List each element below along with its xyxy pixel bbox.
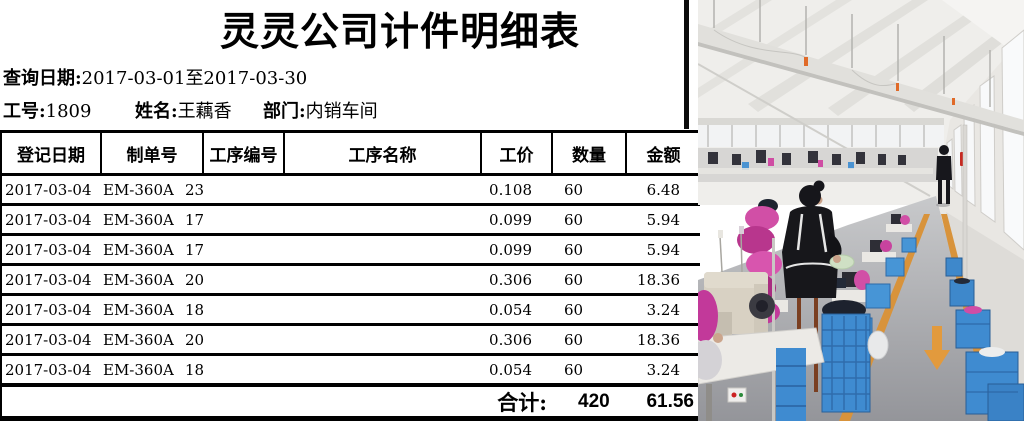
query-date-line: 查询日期:2017-03-01至2017-03-30 bbox=[3, 64, 307, 90]
table-row: 2017-03-04 EM-360A 20 0.306 60 18.36 bbox=[2, 266, 700, 296]
cell-price: 0.099 bbox=[489, 240, 532, 259]
cell-date: 2017-03-04 bbox=[5, 330, 92, 349]
table-row: 2017-03-04 EM-360A 17 0.099 60 5.94 bbox=[2, 206, 700, 236]
worker-dept: 部门:内销车间 bbox=[263, 97, 378, 123]
query-date-label: 查询日期: bbox=[3, 68, 82, 89]
scan-edge-artifact bbox=[684, 0, 689, 129]
cell-amount: 18.36 bbox=[637, 270, 680, 289]
total-amount: 61.56 bbox=[646, 390, 694, 412]
table-row: 2017-03-04 EM-360A 18 0.054 60 3.24 bbox=[2, 356, 700, 383]
cell-date: 2017-03-04 bbox=[5, 240, 92, 259]
cell-date: 2017-03-04 bbox=[5, 210, 92, 229]
cell-process_no: 17 bbox=[185, 210, 205, 229]
query-date-value: 2017-03-01至2017-03-30 bbox=[81, 68, 308, 89]
cell-order_no: EM-360A bbox=[103, 330, 174, 349]
cell-date: 2017-03-04 bbox=[5, 300, 92, 319]
cell-price: 0.306 bbox=[489, 270, 532, 289]
cell-order_no: EM-360A bbox=[103, 240, 174, 259]
cell-order_no: EM-360A bbox=[103, 210, 174, 229]
cell-order_no: EM-360A bbox=[103, 180, 174, 199]
cell-amount: 3.24 bbox=[646, 360, 680, 379]
worker-dept-value: 内销车间 bbox=[305, 101, 378, 122]
cell-date: 2017-03-04 bbox=[5, 270, 92, 289]
cell-qty: 60 bbox=[564, 300, 584, 319]
left-edge-worker bbox=[698, 290, 723, 380]
cell-amount: 5.94 bbox=[646, 240, 680, 259]
seated-worker bbox=[782, 180, 855, 298]
photo-hanging-rail bbox=[698, 0, 1024, 197]
col-header-process-name: 工序名称 bbox=[285, 133, 482, 173]
cell-process_no: 17 bbox=[185, 240, 205, 259]
table-header-row: 登记日期 制单号 工序编号 工序名称 工价 数量 金额 bbox=[2, 133, 700, 176]
cell-price: 0.054 bbox=[489, 300, 532, 319]
total-label: 合计: bbox=[497, 389, 547, 415]
lattice-crate bbox=[821, 300, 889, 413]
col-header-date: 登记日期 bbox=[2, 133, 102, 173]
cell-process_no: 20 bbox=[185, 270, 205, 289]
cell-qty: 60 bbox=[564, 360, 584, 379]
cell-date: 2017-03-04 bbox=[5, 180, 92, 199]
cell-order_no: EM-360A bbox=[103, 300, 174, 319]
worker-info-line: 工号:1809 姓名:王藕香 部门:内销车间 bbox=[0, 97, 700, 123]
worker-id-value: 1809 bbox=[45, 101, 92, 122]
cell-order_no: EM-360A bbox=[103, 270, 174, 289]
floor-arrow bbox=[924, 326, 950, 370]
cell-qty: 60 bbox=[564, 330, 584, 349]
table-row: 2017-03-04 EM-360A 18 0.054 60 3.24 bbox=[2, 296, 700, 326]
cell-price: 0.054 bbox=[489, 360, 532, 379]
cell-amount: 6.48 bbox=[646, 180, 680, 199]
cell-qty: 60 bbox=[564, 270, 584, 289]
table-row: 2017-03-04 EM-360A 23 0.108 60 6.48 bbox=[2, 176, 700, 206]
cell-amount: 3.24 bbox=[646, 300, 680, 319]
worker-name-value: 王藕香 bbox=[177, 101, 232, 122]
factory-photo bbox=[698, 0, 1024, 421]
photo-right-crates bbox=[945, 257, 1024, 421]
cell-process_no: 23 bbox=[185, 180, 205, 199]
cell-qty: 60 bbox=[564, 240, 584, 259]
piecework-table: 登记日期 制单号 工序编号 工序名称 工价 数量 金额 2017-03-04 EM… bbox=[0, 130, 700, 421]
table-row: 2017-03-04 EM-360A 17 0.099 60 5.94 bbox=[2, 236, 700, 266]
table-body: 2017-03-04 EM-360A 23 0.108 60 6.48 2017-03-04… bbox=[2, 176, 700, 383]
foreground-sewing-machine bbox=[698, 226, 825, 421]
col-header-price: 工价 bbox=[482, 133, 553, 173]
worker-name: 姓名:王藕香 bbox=[135, 97, 232, 123]
report-title: 灵灵公司计件明细表 bbox=[219, 9, 580, 55]
cell-amount: 5.94 bbox=[646, 210, 680, 229]
cell-process_no: 18 bbox=[185, 300, 205, 319]
cell-qty: 60 bbox=[564, 180, 584, 199]
table-total-row: 合计: 420 61.56 bbox=[2, 383, 700, 421]
col-header-qty: 数量 bbox=[553, 133, 627, 173]
cell-amount: 18.36 bbox=[637, 330, 680, 349]
cell-order_no: EM-360A bbox=[103, 360, 174, 379]
piecework-report: 灵灵公司计件明细表 查询日期:2017-03-01至2017-03-30 工号:… bbox=[0, 9, 700, 421]
table-row: 2017-03-04 EM-360A 20 0.306 60 18.36 bbox=[2, 326, 700, 356]
cell-price: 0.108 bbox=[489, 180, 532, 199]
col-header-order-no: 制单号 bbox=[102, 133, 204, 173]
cell-date: 2017-03-04 bbox=[5, 360, 92, 379]
cell-price: 0.306 bbox=[489, 330, 532, 349]
worker-name-label: 姓名: bbox=[135, 101, 178, 122]
cell-qty: 60 bbox=[564, 210, 584, 229]
col-header-amount: 金额 bbox=[646, 145, 681, 166]
worker-id: 工号:1809 bbox=[3, 97, 91, 123]
worker-id-label: 工号: bbox=[3, 101, 46, 122]
cell-price: 0.099 bbox=[489, 210, 532, 229]
photo-back-stations bbox=[698, 148, 938, 182]
worker-dept-label: 部门: bbox=[263, 101, 306, 122]
walking-worker bbox=[936, 145, 952, 207]
total-qty: 420 bbox=[578, 390, 610, 412]
cell-process_no: 20 bbox=[185, 330, 205, 349]
cell-process_no: 18 bbox=[185, 360, 205, 379]
col-header-process-no: 工序编号 bbox=[204, 133, 285, 173]
